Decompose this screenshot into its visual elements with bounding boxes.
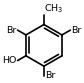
Text: Br: Br — [45, 71, 55, 80]
Text: Br: Br — [6, 26, 17, 35]
Text: CH$_3$: CH$_3$ — [44, 2, 63, 15]
Text: HO: HO — [2, 56, 17, 65]
Text: Br: Br — [71, 26, 81, 35]
